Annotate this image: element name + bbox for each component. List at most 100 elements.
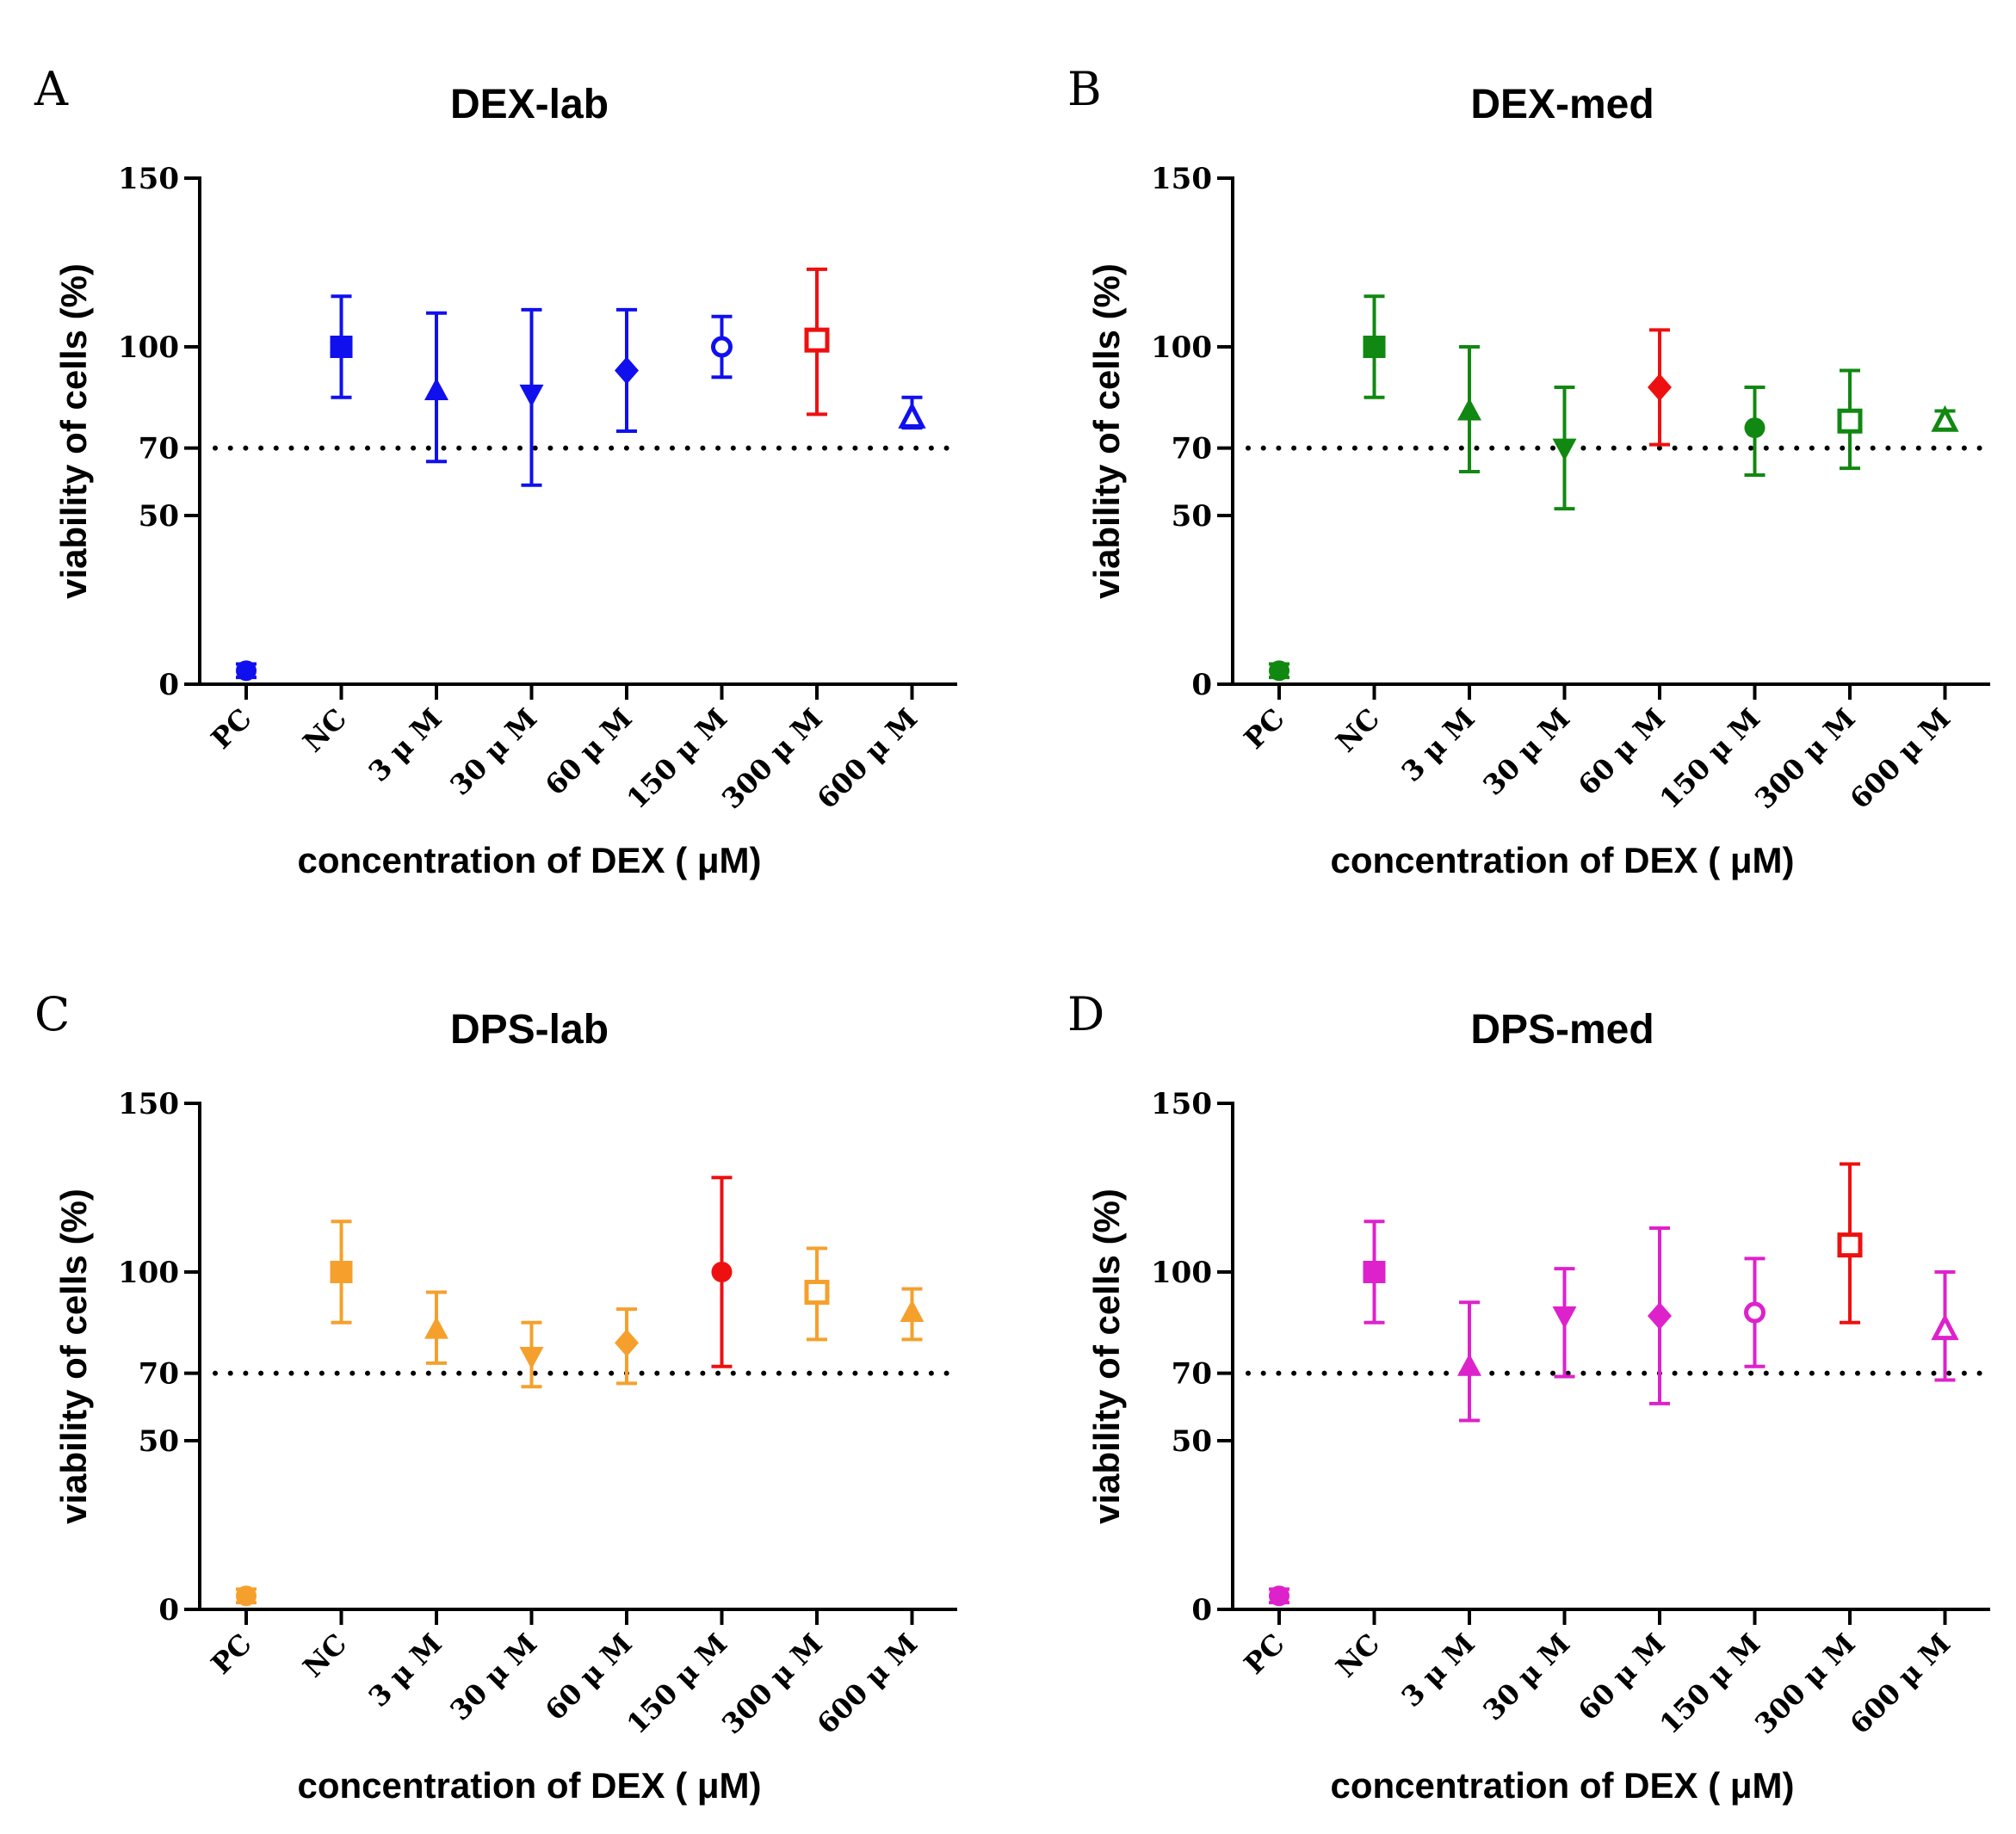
x-tick-label: 3 μ M — [1395, 702, 1481, 788]
data-marker — [1363, 336, 1386, 358]
data-marker — [330, 1261, 353, 1283]
x-tick-label: PC — [205, 702, 258, 756]
x-tick-label: 600 μ M — [811, 702, 924, 815]
y-axis-label: viability of cells (%) — [53, 263, 94, 599]
data-marker — [900, 1300, 925, 1323]
y-tick-label: 0 — [1191, 668, 1212, 702]
x-tick-label: 60 μ M — [1572, 1627, 1672, 1727]
panel-letter: A — [34, 62, 69, 116]
chart-panel-b: B DEX-med 0 50 70 100 150 PC NC 3 μ M30 μ M60 μ M… — [1067, 62, 1993, 880]
data-point-4 — [1648, 328, 1672, 447]
data-marker — [1837, 1232, 1863, 1258]
x-tick-label: 300 μ M — [1748, 1627, 1861, 1740]
x-tick-label: NC — [1330, 1627, 1387, 1684]
x-tick-label: 150 μ M — [1654, 702, 1766, 815]
data-point-6 — [804, 1246, 830, 1342]
x-tick-label: PC — [1238, 1627, 1291, 1681]
x-tick-label: PC — [1238, 702, 1291, 756]
y-tick-label: 150 — [118, 1087, 179, 1121]
y-tick-label: 70 — [139, 432, 179, 466]
data-marker — [519, 1347, 544, 1369]
x-axis-label: concentration of DEX ( μM) — [1330, 1765, 1794, 1806]
x-tick-label: 300 μ M — [715, 702, 828, 815]
data-point-7 — [1931, 404, 1959, 432]
data-point-7 — [1931, 1270, 1959, 1382]
panel-letter: B — [1067, 62, 1102, 116]
y-tick-label: 150 — [1151, 162, 1212, 196]
data-marker — [615, 1329, 639, 1357]
x-tick-label: 60 μ M — [539, 1627, 639, 1727]
data-marker — [1269, 1585, 1289, 1607]
data-marker — [1457, 1353, 1481, 1376]
data-marker — [424, 377, 448, 400]
data-marker — [898, 401, 926, 429]
data-point-7 — [900, 1287, 925, 1342]
data-point-2 — [424, 311, 448, 464]
data-point-3 — [1552, 1267, 1577, 1379]
data-marker — [1363, 1261, 1386, 1283]
data-point-5 — [1744, 1257, 1766, 1368]
y-tick-label: 70 — [1172, 1357, 1212, 1392]
data-marker — [615, 356, 639, 385]
x-tick-label: NC — [297, 1627, 354, 1684]
data-marker — [711, 1262, 733, 1282]
panel-letter: C — [34, 987, 70, 1041]
data-marker — [1837, 408, 1863, 434]
y-tick-label: 70 — [139, 1357, 179, 1392]
data-marker — [1552, 1306, 1577, 1329]
x-tick-label: 3 μ M — [1395, 1627, 1481, 1714]
x-tick-label: 150 μ M — [621, 702, 733, 815]
panel-letter: D — [1067, 987, 1104, 1041]
data-point-6 — [1837, 368, 1863, 471]
y-tick-label: 50 — [139, 1424, 179, 1459]
x-tick-label: 60 μ M — [1572, 702, 1672, 802]
chart-title: DPS-lab — [450, 1007, 609, 1053]
data-marker — [330, 336, 353, 358]
x-tick-label: PC — [205, 1627, 258, 1681]
data-marker — [1457, 398, 1481, 421]
x-axis-label: concentration of DEX ( μM) — [297, 1765, 761, 1806]
data-point-6 — [804, 267, 830, 417]
data-point-4 — [615, 307, 639, 433]
data-point-0 — [1269, 1585, 1289, 1607]
x-tick-label: 300 μ M — [1748, 702, 1861, 815]
data-point-0 — [1269, 660, 1289, 682]
y-tick-label: 0 — [1191, 1593, 1212, 1627]
y-tick-label: 100 — [1151, 1256, 1212, 1290]
x-tick-label: NC — [297, 702, 354, 759]
y-tick-label: 100 — [1151, 330, 1212, 365]
y-tick-label: 0 — [158, 1593, 179, 1627]
data-marker — [236, 1585, 257, 1607]
data-point-2 — [1457, 345, 1481, 474]
data-marker — [1648, 1301, 1672, 1330]
y-tick-label: 50 — [1172, 1424, 1212, 1459]
data-marker — [804, 1280, 830, 1306]
data-point-1 — [330, 294, 353, 399]
data-marker — [1648, 374, 1672, 402]
x-axis-label: concentration of DEX ( μM) — [1330, 840, 1794, 880]
data-marker — [1552, 438, 1577, 461]
y-tick-label: 100 — [118, 330, 179, 365]
data-point-1 — [1363, 294, 1386, 399]
data-point-5 — [711, 1176, 733, 1368]
x-axis-label: concentration of DEX ( μM) — [297, 840, 761, 880]
y-tick-label: 70 — [1172, 432, 1212, 466]
x-tick-label: NC — [1330, 702, 1387, 759]
chart-title: DEX-lab — [450, 82, 609, 127]
x-tick-label: 30 μ M — [443, 702, 543, 802]
data-point-6 — [1837, 1162, 1863, 1325]
data-marker — [1931, 1313, 1959, 1341]
data-marker — [804, 327, 830, 353]
data-marker — [1931, 404, 1959, 432]
x-tick-label: 150 μ M — [621, 1627, 733, 1740]
x-tick-label: 60 μ M — [539, 702, 639, 802]
data-marker — [1744, 417, 1766, 439]
data-marker — [711, 336, 733, 358]
chart-panel-c: C DPS-lab 0 50 70 100 150 PC NC 3 μ M30 μ M60 μ M… — [34, 987, 960, 1806]
y-tick-label: 100 — [118, 1256, 179, 1290]
data-point-5 — [711, 314, 733, 380]
y-axis-label: viability of cells (%) — [1086, 1189, 1127, 1524]
y-tick-label: 50 — [139, 499, 179, 534]
x-tick-label: 30 μ M — [1476, 1627, 1576, 1727]
